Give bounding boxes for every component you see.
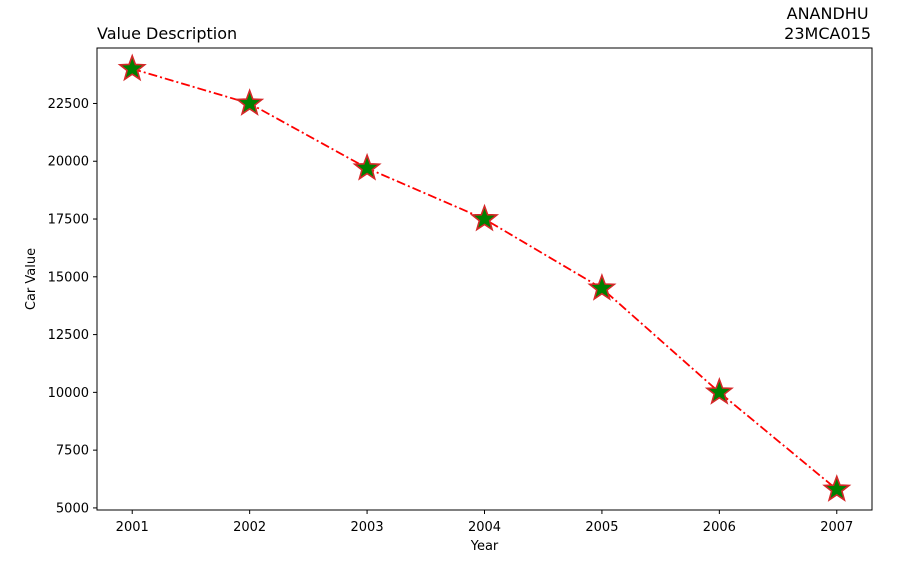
data-point-star: [117, 53, 147, 82]
chart-title-right-line1: ANANDHU: [786, 4, 869, 23]
x-axis-label: Year: [470, 539, 499, 554]
x-tick-label: 2006: [703, 520, 736, 535]
x-tick-label: 2002: [233, 520, 266, 535]
chart-title-right: ANANDHU 23MCA015: [784, 4, 871, 44]
y-tick-label: 20000: [48, 155, 89, 170]
axes-frame: [96, 47, 873, 511]
x-tick-label: 2007: [820, 520, 853, 535]
data-point-star: [704, 377, 734, 405]
y-tick-label: 22500: [48, 97, 89, 112]
data-point-star: [822, 474, 852, 502]
series-line: [131, 67, 838, 491]
y-axis-label: Car Value: [24, 248, 39, 310]
x-tick-label: 2004: [468, 520, 501, 535]
chart-title-right-line2: 23MCA015: [784, 24, 871, 43]
axis-ticks: 2001 2002 2003 2004 2005 2006 2007 5000 7500 1000…: [48, 97, 854, 535]
y-tick-label: 17500: [48, 213, 89, 228]
data-point-star: [469, 203, 500, 232]
y-tick-label: 12500: [48, 328, 89, 343]
y-tick-label: 15000: [48, 270, 89, 285]
data-point-star: [352, 152, 382, 181]
x-tick-label: 2001: [116, 520, 149, 535]
data-point-star: [587, 273, 617, 301]
y-tick-label: 7500: [56, 444, 89, 459]
y-tick-label: 10000: [48, 386, 89, 401]
y-tick-label: 5000: [56, 501, 89, 516]
series-layer: [117, 53, 852, 502]
x-tick-label: 2003: [351, 520, 384, 535]
x-tick-label: 2005: [585, 520, 618, 535]
chart-title-left: Value Description: [97, 24, 238, 43]
data-point-star: [235, 88, 265, 116]
